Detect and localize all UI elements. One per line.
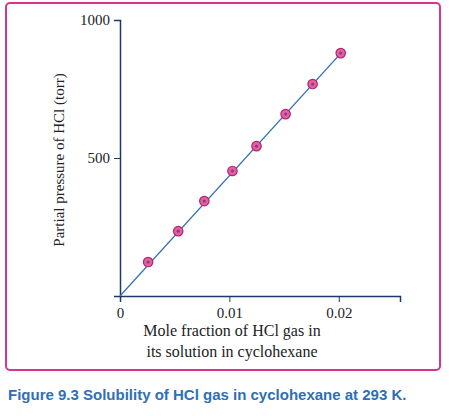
fit-line: [120, 53, 341, 296]
y-tick: 500: [88, 150, 121, 166]
x-axis-title: Mole fraction of HCl gas in: [143, 322, 320, 340]
x-tick: 0: [117, 296, 125, 321]
y-tick-mark: [114, 158, 120, 159]
data-point-center: [147, 260, 150, 263]
x-axis-line: [121, 297, 401, 303]
data-point: [173, 226, 182, 235]
y-axis-title: Partial pressure of HCl (torr): [51, 73, 68, 246]
frame: [6, 3, 440, 370]
x-tick-mark: [229, 296, 230, 302]
x-axis-title: its solution in cyclohexane: [146, 343, 317, 361]
y-tick-mark: [114, 20, 120, 21]
x-tick: 0.01: [217, 296, 243, 321]
x-tick: 0.02: [326, 296, 352, 321]
data-point-center: [177, 230, 180, 233]
x-tick-mark: [339, 296, 340, 302]
data-point: [228, 166, 237, 175]
data-point-center: [255, 145, 258, 148]
x-tick-label: 0: [117, 305, 125, 321]
chart: 0 0.01 0.02 500 1000 Mole fraction of HCl gas…: [0, 0, 449, 416]
x-tick-label: 0.01: [217, 305, 243, 321]
data-point-center: [311, 82, 314, 85]
data-point: [281, 109, 290, 118]
y-tick: 1000: [80, 12, 120, 28]
title: Figure 9.3 Solubility of HCl gas in cycl…: [8, 386, 406, 403]
data-point-center: [231, 169, 234, 172]
data-point-center: [203, 199, 206, 202]
data-point-center: [339, 52, 342, 55]
y-axis-line: [114, 21, 121, 297]
x-axis: 0 0.01 0.02: [117, 296, 401, 321]
x-tick-label: 0.02: [326, 305, 352, 321]
data-point: [252, 141, 261, 150]
y-axis: 500 1000: [80, 12, 121, 296]
data-point: [308, 79, 317, 88]
data-point: [336, 48, 345, 57]
y-tick-label: 1000: [80, 12, 110, 28]
y-tick-label: 500: [88, 150, 111, 166]
data-point-center: [284, 113, 287, 116]
data-point: [143, 257, 152, 266]
plot-area: [120, 48, 345, 296]
data-point: [200, 196, 209, 205]
